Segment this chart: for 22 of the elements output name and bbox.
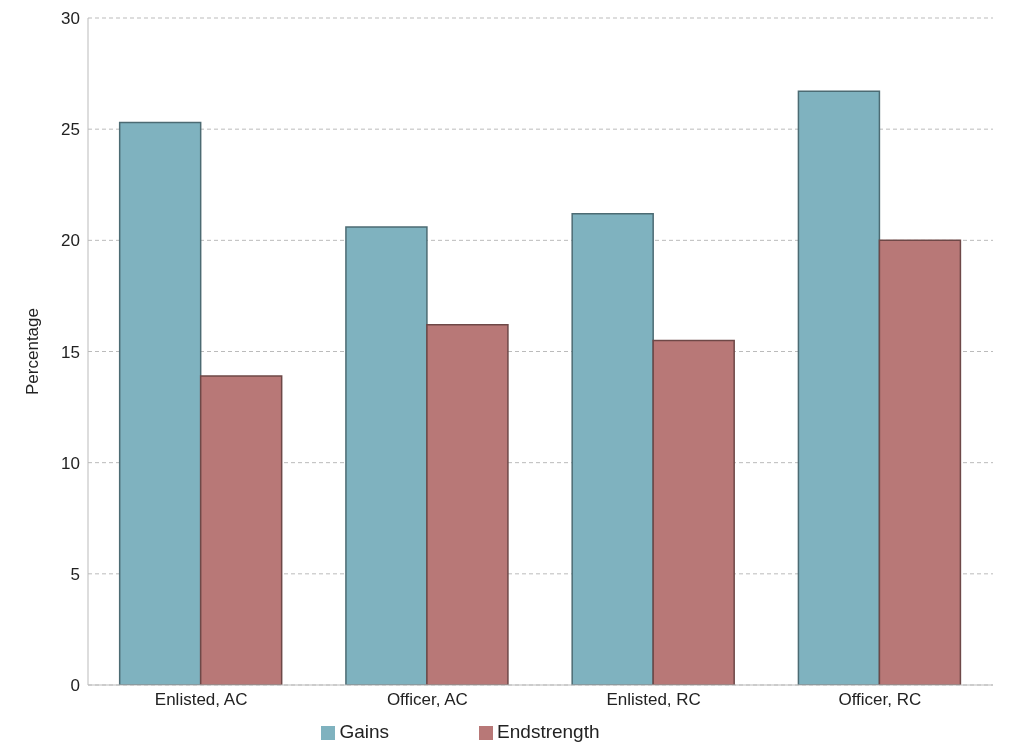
x-tick-label: Enlisted, AC xyxy=(154,690,248,710)
y-tick-label: 15 xyxy=(61,342,80,362)
bar xyxy=(199,375,283,685)
y-tick-label: 0 xyxy=(70,676,80,696)
legend-label: Gains xyxy=(339,721,390,742)
y-axis-title: Percentage xyxy=(23,308,43,395)
legend-label: Endstrength xyxy=(497,721,600,742)
bar xyxy=(878,239,962,685)
bar xyxy=(345,226,428,685)
bar xyxy=(426,324,509,685)
y-tick-label: 20 xyxy=(61,231,80,251)
x-tick-label: Officer, AC xyxy=(386,690,468,710)
y-tick-label: 10 xyxy=(61,453,80,473)
bar xyxy=(652,339,735,685)
bar xyxy=(118,121,202,685)
y-tick-label: 30 xyxy=(61,9,80,29)
bar xyxy=(571,212,654,685)
bar xyxy=(797,90,881,685)
x-tick-label: Enlisted, RC xyxy=(606,690,701,710)
y-tick-label: 5 xyxy=(70,564,80,584)
x-tick-label: Officer, RC xyxy=(838,690,922,710)
y-tick-label: 25 xyxy=(61,120,80,140)
